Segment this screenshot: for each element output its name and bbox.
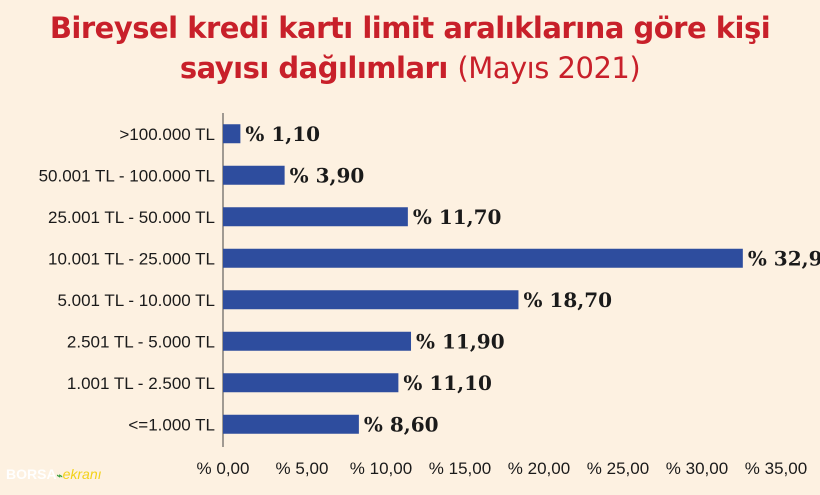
- bar: [223, 290, 519, 310]
- brand-logo: BORSA⌁ekranı: [6, 466, 102, 482]
- chart-title-bold: sayısı dağılımları: [179, 51, 448, 85]
- x-tick-label: % 35,00: [745, 459, 807, 478]
- data-label: % 11,90: [416, 329, 505, 353]
- bar: [223, 165, 285, 185]
- category-label: 2.501 TL - 5.000 TL: [67, 332, 215, 351]
- category-label: 50.001 TL - 100.000 TL: [39, 166, 215, 185]
- category-label: >100.000 TL: [119, 125, 215, 144]
- chart-title: Bireysel kredi kartı limit aralıklarına …: [0, 8, 820, 88]
- bar: [223, 124, 241, 144]
- category-label: 25.001 TL - 50.000 TL: [48, 208, 215, 227]
- data-label: % 11,10: [403, 371, 492, 395]
- chart-title-line1: Bireysel kredi kartı limit aralıklarına …: [49, 11, 771, 45]
- brand-logo-part1: BORSA: [6, 466, 57, 482]
- category-label: <=1.000 TL: [128, 415, 215, 434]
- chart-title-line2: sayısı dağılımları (Mayıs 2021): [0, 48, 820, 88]
- data-label: % 1,10: [245, 122, 320, 146]
- data-label: % 18,70: [523, 288, 612, 312]
- bar: [223, 331, 412, 351]
- data-label: % 3,90: [290, 163, 365, 187]
- x-tick-label: % 15,00: [429, 459, 491, 478]
- x-tick-label: % 30,00: [666, 459, 728, 478]
- data-label: % 32,90: [748, 246, 820, 270]
- x-tick-label: % 10,00: [350, 459, 412, 478]
- sparkline-icon: ⌁: [56, 471, 63, 482]
- category-label: 5.001 TL - 10.000 TL: [57, 291, 215, 310]
- data-label: % 8,60: [364, 412, 439, 436]
- x-tick-label: % 0,00: [197, 459, 250, 478]
- x-tick-label: % 25,00: [587, 459, 649, 478]
- bar: [223, 207, 408, 227]
- chart-title-date: (Mayıs 2021): [457, 51, 641, 85]
- category-label: 10.001 TL - 25.000 TL: [48, 249, 215, 268]
- category-label: 1.001 TL - 2.500 TL: [67, 374, 215, 393]
- x-tick-label: % 20,00: [508, 459, 570, 478]
- x-tick-label: % 5,00: [276, 459, 329, 478]
- bar: [223, 248, 743, 268]
- brand-logo-part2: ekranı: [62, 466, 102, 482]
- bar: [223, 373, 399, 393]
- data-label: % 11,70: [413, 205, 502, 229]
- bar: [223, 414, 359, 434]
